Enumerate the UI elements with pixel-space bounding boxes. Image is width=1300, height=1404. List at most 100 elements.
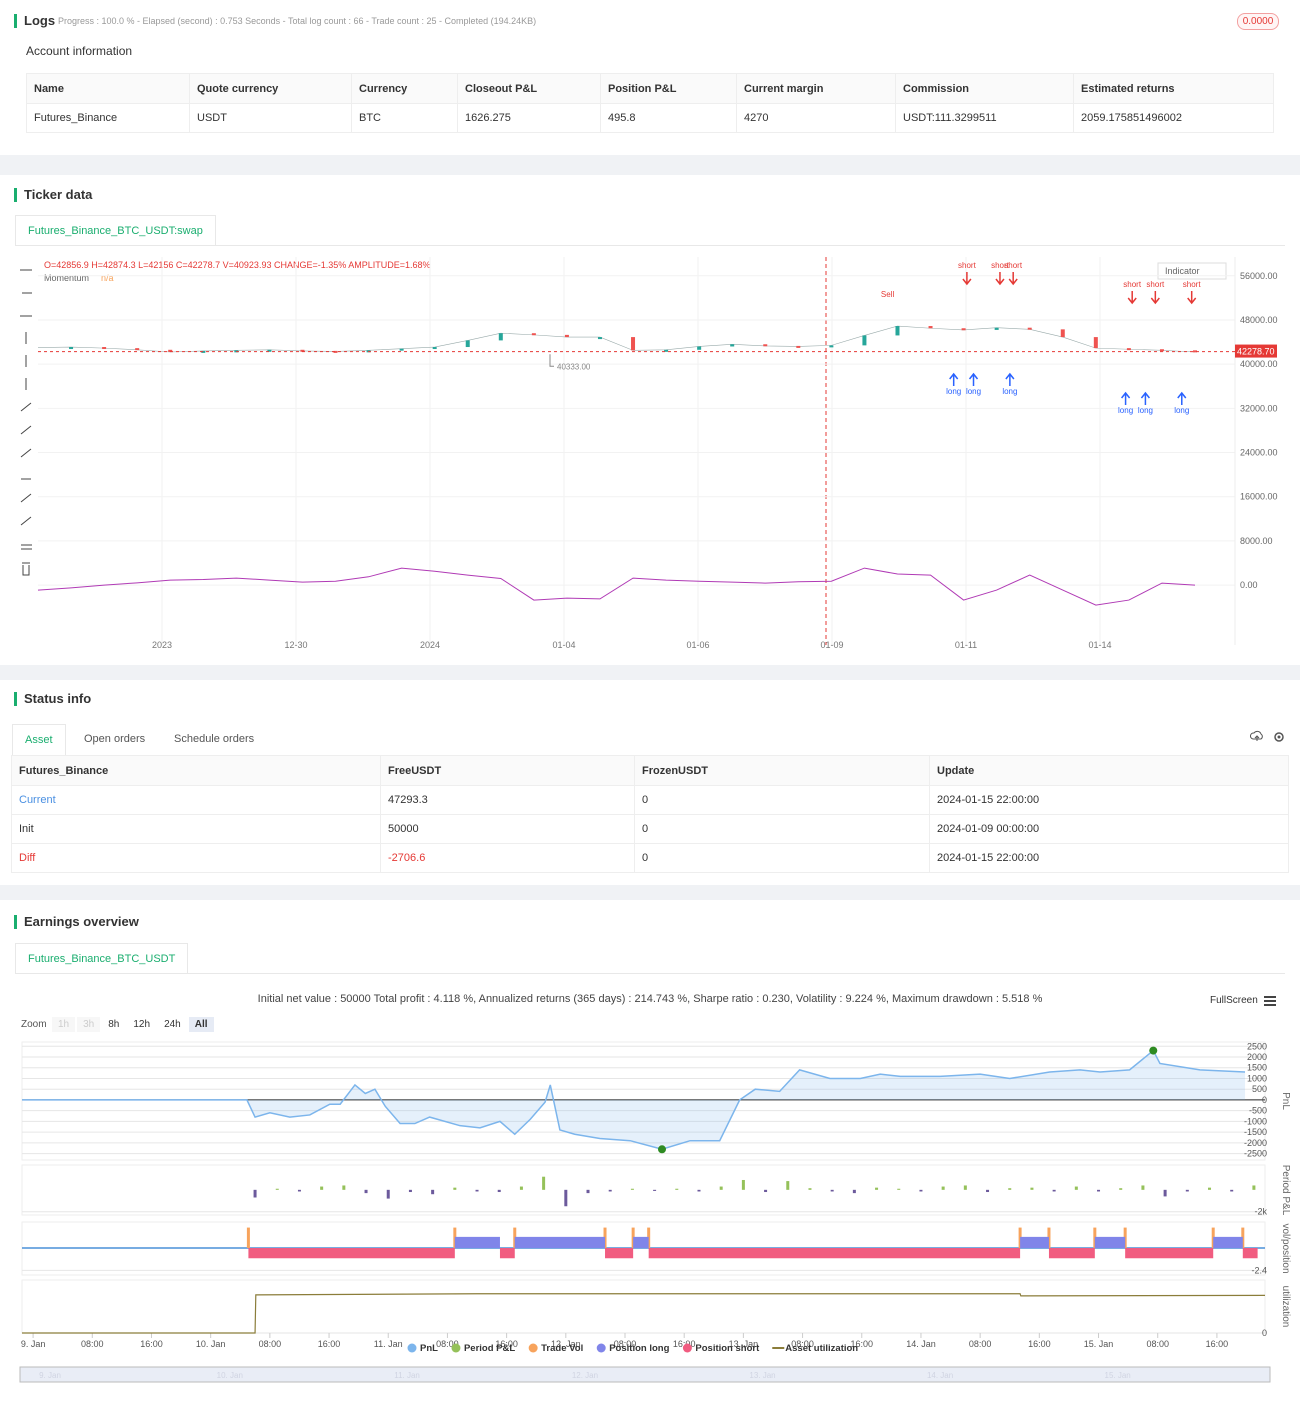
ticker-section: Ticker data Futures_Binance_BTC_USDT:swa… xyxy=(0,175,1300,665)
candle xyxy=(1193,350,1197,353)
candle xyxy=(498,333,503,341)
cell: Diff xyxy=(11,843,381,873)
candle xyxy=(796,345,801,348)
x-tick-label: 01-06 xyxy=(686,640,709,650)
short-arrow xyxy=(1127,291,1137,305)
bar xyxy=(608,1189,612,1192)
bar xyxy=(1163,1189,1167,1197)
legend-icon xyxy=(682,1343,692,1353)
short-arrow xyxy=(1008,272,1018,286)
x-tick-label: 16:00 xyxy=(318,1339,341,1349)
y-tick-label: 8000.00 xyxy=(1240,536,1273,546)
row: Current 47293.3 0 2024-01-15 22:00:00 xyxy=(11,785,1289,815)
tab[interactable]: Asset xyxy=(12,724,66,755)
bar xyxy=(605,1248,634,1259)
icons[interactable] xyxy=(1250,730,1290,744)
x-tick-label: 08:00 xyxy=(791,1339,814,1349)
bar xyxy=(386,1189,390,1199)
short-arrow xyxy=(1187,291,1197,305)
x-tick-label: 9. Jan xyxy=(21,1339,46,1349)
cell: 2024-01-15 22:00:00 xyxy=(929,843,1289,873)
bar xyxy=(514,1236,606,1249)
bar xyxy=(764,1189,768,1193)
short-arrow xyxy=(995,272,1005,286)
menu-icon[interactable] xyxy=(1263,995,1277,1007)
signal-label: short xyxy=(958,261,977,270)
bar xyxy=(320,1186,324,1190)
indicator-name: Momentum xyxy=(44,273,89,283)
x-tick-label: 01-09 xyxy=(820,640,843,650)
zoom-button[interactable]: All xyxy=(188,1017,214,1032)
long-arrow xyxy=(949,372,959,386)
bar xyxy=(454,1236,500,1249)
y-tick-label: 500 xyxy=(1252,1084,1267,1094)
legend-label[interactable]: Period P&L xyxy=(464,1343,515,1354)
y-tick-label: 0 xyxy=(1262,1328,1267,1338)
legend-label[interactable]: Trade Vol xyxy=(541,1343,583,1354)
bar xyxy=(564,1189,568,1207)
x-tick-label: 2023 xyxy=(152,640,172,650)
indicator-button[interactable] xyxy=(1157,262,1227,280)
bar xyxy=(1030,1187,1034,1190)
fullscreen[interactable]: FullScreen xyxy=(1210,995,1258,1006)
tab[interactable]: Futures_Binance_BTC_USDT:swap xyxy=(15,215,216,246)
candle xyxy=(597,337,602,340)
cell: 0 xyxy=(634,814,930,844)
bar xyxy=(675,1188,679,1190)
zoom-button[interactable]: 8h xyxy=(108,1019,120,1030)
bar xyxy=(1074,1186,1078,1190)
signal-label: long xyxy=(1002,387,1017,396)
zoom-button[interactable]: 12h xyxy=(133,1019,151,1030)
zoom-button[interactable]: 24h xyxy=(164,1019,181,1030)
candle xyxy=(664,349,669,352)
legend-label[interactable]: Position short xyxy=(695,1343,760,1354)
candle xyxy=(102,347,107,350)
zoom-button[interactable]: 1h xyxy=(52,1017,76,1032)
bar xyxy=(897,1188,901,1190)
column-header: FrozenUSDT xyxy=(634,755,930,786)
cell: 1626.275 xyxy=(457,103,601,133)
x-tick-label: 01-04 xyxy=(552,640,575,650)
short-arrow xyxy=(962,272,972,286)
x-tick-label: 13. Jan xyxy=(729,1339,759,1349)
signal-label: long xyxy=(1118,406,1133,415)
candle xyxy=(201,350,206,353)
y-tick-label: 1000 xyxy=(1247,1073,1267,1083)
bar xyxy=(1230,1189,1234,1192)
bar xyxy=(633,1236,649,1249)
legend-icon xyxy=(596,1343,606,1353)
zoom-button[interactable]: 3h xyxy=(77,1017,101,1032)
bar xyxy=(630,1188,634,1190)
bar xyxy=(1094,1236,1126,1249)
tab[interactable]: Open orders xyxy=(84,733,146,745)
bar xyxy=(275,1188,279,1190)
bar xyxy=(519,1186,523,1190)
y-tick-label: 48000.00 xyxy=(1240,315,1278,325)
bar xyxy=(1020,1236,1049,1249)
bar xyxy=(653,1189,657,1191)
candle xyxy=(135,348,140,351)
tab[interactable]: Futures_Binance_BTC_USDT xyxy=(15,943,189,974)
header-row: Name Quote currency Currency Closeout P&L Po… xyxy=(26,73,1274,104)
status-table: Futures_Binance FreeUSDT FrozenUSDT Update C… xyxy=(11,755,1289,873)
legend-label[interactable]: PnL xyxy=(420,1343,438,1354)
bar xyxy=(1119,1188,1123,1190)
signal-label: long xyxy=(966,387,981,396)
bar xyxy=(786,1181,790,1190)
summary: Initial net value : 50000 Total profit :… xyxy=(257,993,1043,1005)
x-tick-label: 14. Jan xyxy=(906,1339,936,1349)
x-tick-label: 08:00 xyxy=(436,1339,459,1349)
cell: 495.8 xyxy=(600,103,737,133)
bar xyxy=(542,1176,546,1190)
tab[interactable]: Schedule orders xyxy=(174,733,255,745)
legend-label[interactable]: Position long xyxy=(609,1343,669,1354)
y-tick-label: -2.4 xyxy=(1251,1265,1267,1275)
signal-label: short xyxy=(1004,261,1023,270)
legend-label[interactable]: Asset utilization xyxy=(785,1343,858,1354)
momentum-line xyxy=(37,567,1196,606)
y-tick-label: 2500 xyxy=(1247,1041,1267,1051)
candle xyxy=(763,344,768,347)
x-tick-label: 08:00 xyxy=(259,1339,282,1349)
bar xyxy=(919,1189,923,1192)
indicator-button-label[interactable]: Indicator xyxy=(1165,266,1200,276)
